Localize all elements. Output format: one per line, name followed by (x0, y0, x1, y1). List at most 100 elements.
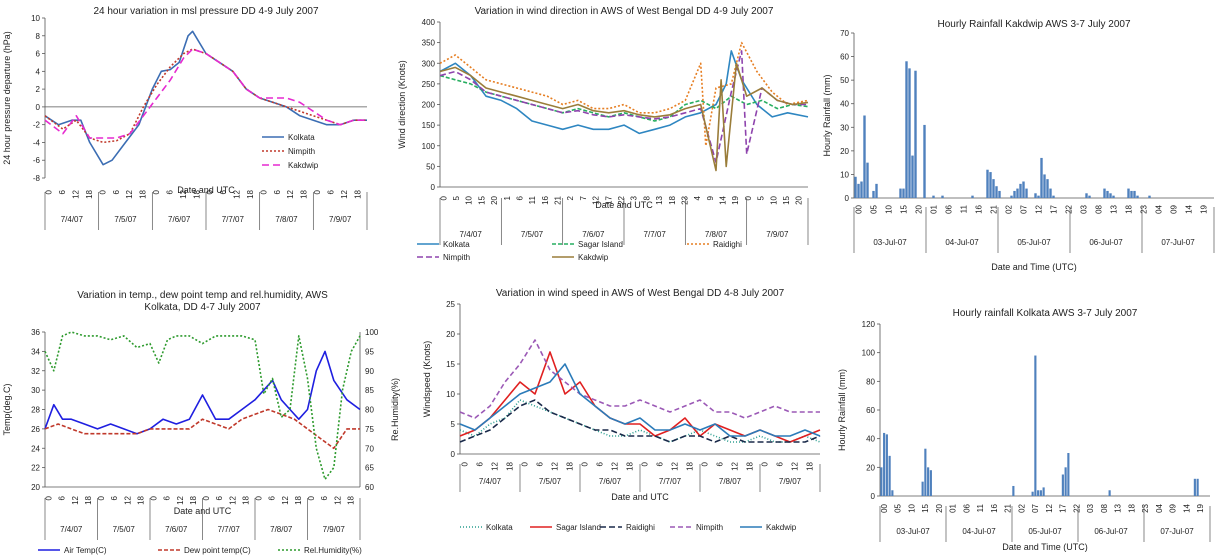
series-line-kakdwip (439, 62, 809, 172)
bar (872, 190, 875, 198)
bar (1012, 485, 1015, 496)
chart-title: Variation in wind direction in AWS of We… (475, 6, 774, 17)
bar (885, 434, 888, 496)
bar (1130, 190, 1133, 198)
chart-title: 24 hour variation in msl pressure DD 4-9… (93, 6, 319, 17)
bar (1010, 195, 1013, 198)
bar (911, 155, 914, 198)
x-tick-label: 03 (1086, 503, 1095, 512)
x-tick-label: 6 (776, 461, 785, 466)
y-axis-label: Hourly Rainfall (mm) (837, 369, 847, 451)
bar (1019, 183, 1022, 198)
legend-label: Kakdwip (288, 161, 319, 170)
x-tick-label: 0 (461, 461, 470, 466)
y-right-tick-label: 90 (365, 367, 374, 376)
bar (989, 172, 992, 198)
y-axis-label: Temp(deg.C) (2, 383, 12, 435)
date-label: 7/5/07 (114, 215, 137, 224)
y-tick-label: 28 (31, 406, 40, 415)
bar (998, 190, 1001, 198)
x-tick-label: 12 (176, 495, 185, 504)
x-tick-label: 09 (1169, 503, 1178, 512)
bar (1052, 195, 1055, 198)
x-axis-label: Date and UTC (595, 200, 653, 210)
y-tick-label: 100 (862, 349, 876, 358)
x-tick-label: 10 (907, 503, 916, 512)
legend-label: Rel.Humidity(%) (304, 546, 362, 555)
series-line-air-temp-c- (44, 350, 361, 435)
x-tick-label: 21 (990, 204, 999, 213)
y-tick-label: 0 (451, 450, 456, 459)
bar (1034, 355, 1037, 496)
bar (1034, 193, 1037, 198)
y-right-tick-label: 60 (365, 483, 374, 492)
x-tick-label: 6 (268, 495, 277, 500)
x-tick-label: 12 (551, 461, 560, 470)
bar (986, 169, 989, 198)
bar (875, 183, 878, 198)
bar (927, 467, 930, 496)
y-tick-label: 0 (871, 492, 876, 501)
date-label: 7/8/07 (719, 477, 742, 486)
x-tick-label: 00 (855, 204, 864, 213)
x-tick-label: 6 (58, 189, 67, 194)
y-right-tick-label: 75 (365, 425, 374, 434)
y-tick-label: 20 (31, 483, 40, 492)
x-axis-label: Date and Time (UTC) (991, 262, 1077, 272)
y-tick-label: -6 (33, 156, 41, 165)
y-tick-label: 350 (422, 39, 436, 48)
x-tick-label: 17 (1050, 204, 1059, 213)
y-axis-label: Windspeed (Knots) (422, 341, 432, 418)
bar (924, 448, 927, 496)
y-tick-label: -2 (33, 121, 41, 130)
x-tick-label: 0 (701, 461, 710, 466)
x-tick-label: 12 (228, 495, 237, 504)
x-tick-label: 7 (579, 195, 588, 200)
x-tick-label: 09 (1170, 204, 1179, 213)
bar (914, 70, 917, 198)
x-tick-label: 17 (1059, 503, 1068, 512)
bar (929, 470, 932, 496)
series-line-kolkata (44, 30, 367, 166)
x-tick-label: 1 (503, 195, 512, 200)
x-tick-label: 6 (515, 195, 524, 200)
bar (1193, 478, 1196, 496)
x-tick-label: 18 (300, 189, 309, 198)
legend-label: Sagar Island (556, 523, 601, 532)
x-tick-label: 23 (1140, 204, 1149, 213)
x-tick-label: 9 (706, 195, 715, 200)
x-tick-label: 6 (536, 461, 545, 466)
x-tick-label: 12 (286, 189, 295, 198)
x-tick-label: 3 (630, 195, 639, 200)
x-tick-label: 20 (795, 195, 804, 204)
y-tick-label: 60 (840, 53, 849, 62)
x-tick-label: 16 (975, 204, 984, 213)
x-tick-label: 22 (617, 195, 626, 204)
bar (1031, 491, 1034, 496)
x-tick-label: 18 (566, 461, 575, 470)
date-label: 07-Jul-07 (1161, 238, 1195, 247)
x-tick-label: 18 (353, 189, 362, 198)
date-label: 7/7/07 (644, 230, 667, 239)
x-tick-label: 0 (152, 189, 161, 194)
x-tick-label: 12 (671, 461, 680, 470)
y-tick-label: 22 (31, 464, 40, 473)
bar (1088, 195, 1091, 198)
x-tick-label: 0 (439, 195, 448, 200)
y-axis-label: Wind direction (Knots) (397, 60, 407, 149)
date-label: 7/7/07 (659, 477, 682, 486)
x-tick-label: 05 (870, 204, 879, 213)
x-tick-label: 21 (554, 195, 563, 204)
y-tick-label: 32 (31, 367, 40, 376)
series-line-dew-point-temp-c- (44, 408, 360, 450)
x-tick-label: 03 (1080, 204, 1089, 213)
x-tick-label: 6 (320, 495, 329, 500)
legend-label: Kakdwip (766, 523, 797, 532)
bar (880, 467, 883, 496)
x-tick-label: 12 (71, 495, 80, 504)
y-axis-label: Hourly Rainfall (mm) (822, 74, 832, 156)
x-tick-label: 18 (346, 495, 355, 504)
legend-label: Kakdwip (578, 253, 609, 262)
date-label: 7/6/07 (165, 525, 188, 534)
y-tick-label: 36 (31, 328, 40, 337)
